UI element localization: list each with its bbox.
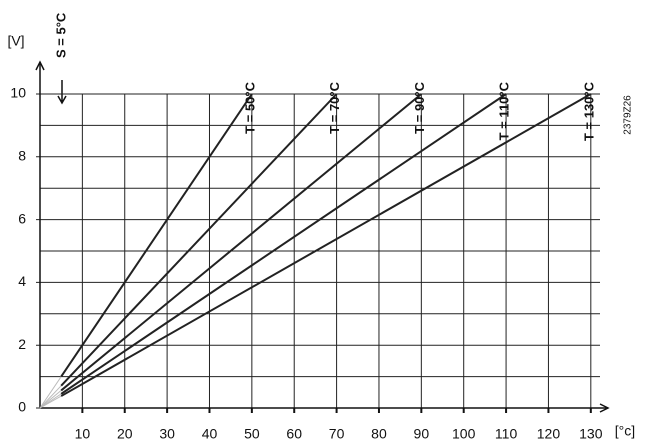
x-tick-label: 40 [202, 426, 218, 442]
x-tick-label: 20 [117, 426, 133, 442]
y-tick-label: 8 [18, 148, 26, 164]
line-extension [39, 385, 62, 409]
y-tick-label: 6 [18, 210, 26, 226]
series-label: T = 110°C [497, 81, 512, 140]
y-tick-label: 2 [18, 336, 26, 352]
line [60, 93, 592, 397]
series-label: T = 130°C [581, 81, 596, 141]
line-extension [39, 376, 62, 409]
y-unit-label: [V] [7, 33, 24, 49]
x-tick-label: 80 [371, 426, 387, 442]
x-tick-label: 100 [452, 426, 476, 442]
annotation-arrow [57, 80, 67, 105]
y-tick-label: 10 [10, 85, 26, 101]
x-tick-label: 120 [537, 426, 561, 442]
line [60, 93, 422, 392]
x-unit-label: [°c] [615, 423, 635, 439]
x-tick-label: 60 [286, 426, 302, 442]
series-label: T = 90°C [412, 81, 427, 133]
y-tick-label: 4 [18, 273, 26, 289]
x-tick-label: 90 [414, 426, 430, 442]
y-axis-arrow [35, 60, 45, 71]
x-tick-label: 50 [244, 426, 260, 442]
annotation: S = 5°C [53, 12, 68, 58]
y-tick-label: 0 [18, 399, 26, 415]
x-tick-label: 70 [329, 426, 345, 442]
series-label: T = 70°C [327, 81, 342, 133]
x-axis-arrow [599, 403, 610, 413]
x-tick-label: 130 [579, 426, 603, 442]
series-label: T = 50°C [242, 81, 257, 133]
figure-code: 2379Z26 [623, 95, 634, 135]
line [60, 93, 507, 395]
line [60, 93, 338, 387]
x-tick-label: 30 [159, 426, 175, 442]
line-extension [39, 395, 62, 409]
line [60, 93, 253, 378]
x-tick-label: 110 [495, 426, 518, 442]
x-tick-label: 10 [75, 426, 91, 442]
